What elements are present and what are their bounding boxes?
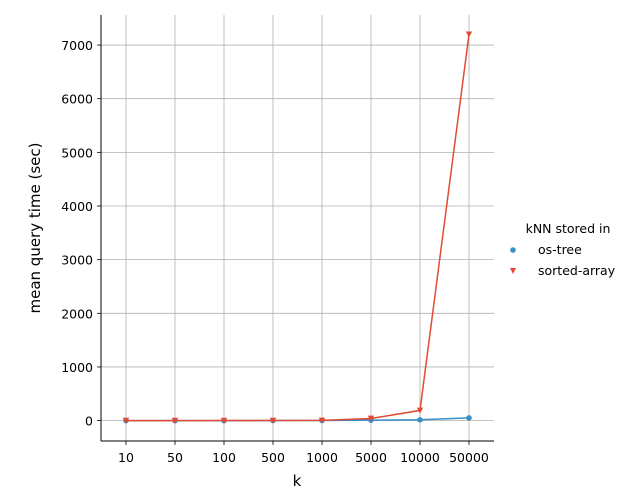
- y-tick-label: 1000: [61, 360, 93, 375]
- x-tick-label: 10: [118, 450, 134, 465]
- point-sorted-array: [220, 417, 228, 424]
- x-tick-label: 50: [167, 450, 183, 465]
- point-sorted-array: [171, 417, 179, 424]
- x-tick-label: 500: [261, 450, 285, 465]
- legend-label-sorted-array: sorted-array: [538, 263, 616, 278]
- series-layer: [122, 31, 473, 424]
- x-tick-label: 10000: [400, 450, 440, 465]
- y-tick-label: 3000: [61, 253, 93, 268]
- y-tick-label: 2000: [61, 306, 93, 321]
- legend-marker-os-tree: [510, 247, 516, 253]
- x-axis-label: k: [293, 472, 302, 490]
- point-sorted-array: [318, 417, 326, 424]
- y-axis-label: mean query time (sec): [26, 142, 44, 313]
- y-tick-label: 7000: [61, 38, 93, 53]
- point-sorted-array: [367, 415, 375, 422]
- x-ticks: 10 50 100 500 1000 5000 10000 50000: [118, 441, 489, 465]
- axes: [100, 15, 494, 442]
- legend-marker-sorted-array: [510, 268, 516, 274]
- y-tick-label: 6000: [61, 92, 93, 107]
- y-tick-label: 0: [85, 414, 93, 429]
- series-line-sorted-array: [125, 34, 470, 422]
- point-sorted-array: [122, 417, 130, 424]
- y-tick-label: 5000: [61, 145, 93, 160]
- grid-lines: [101, 15, 494, 441]
- point-os-tree: [417, 417, 423, 423]
- point-sorted-array: [416, 407, 424, 414]
- point-sorted-array: [269, 417, 277, 424]
- legend: kNN stored in os-tree sorted-array: [510, 221, 616, 278]
- y-ticks: 0 1000 2000 3000 4000 5000 6000 7000: [61, 38, 101, 429]
- y-tick-label: 4000: [61, 199, 93, 214]
- legend-title: kNN stored in: [526, 221, 611, 236]
- x-tick-label: 1000: [306, 450, 338, 465]
- x-tick-label: 50000: [449, 450, 489, 465]
- x-tick-label: 5000: [355, 450, 387, 465]
- point-sorted-array: [465, 31, 473, 38]
- point-os-tree: [466, 415, 472, 421]
- x-tick-label: 100: [212, 450, 236, 465]
- legend-label-os-tree: os-tree: [538, 242, 582, 257]
